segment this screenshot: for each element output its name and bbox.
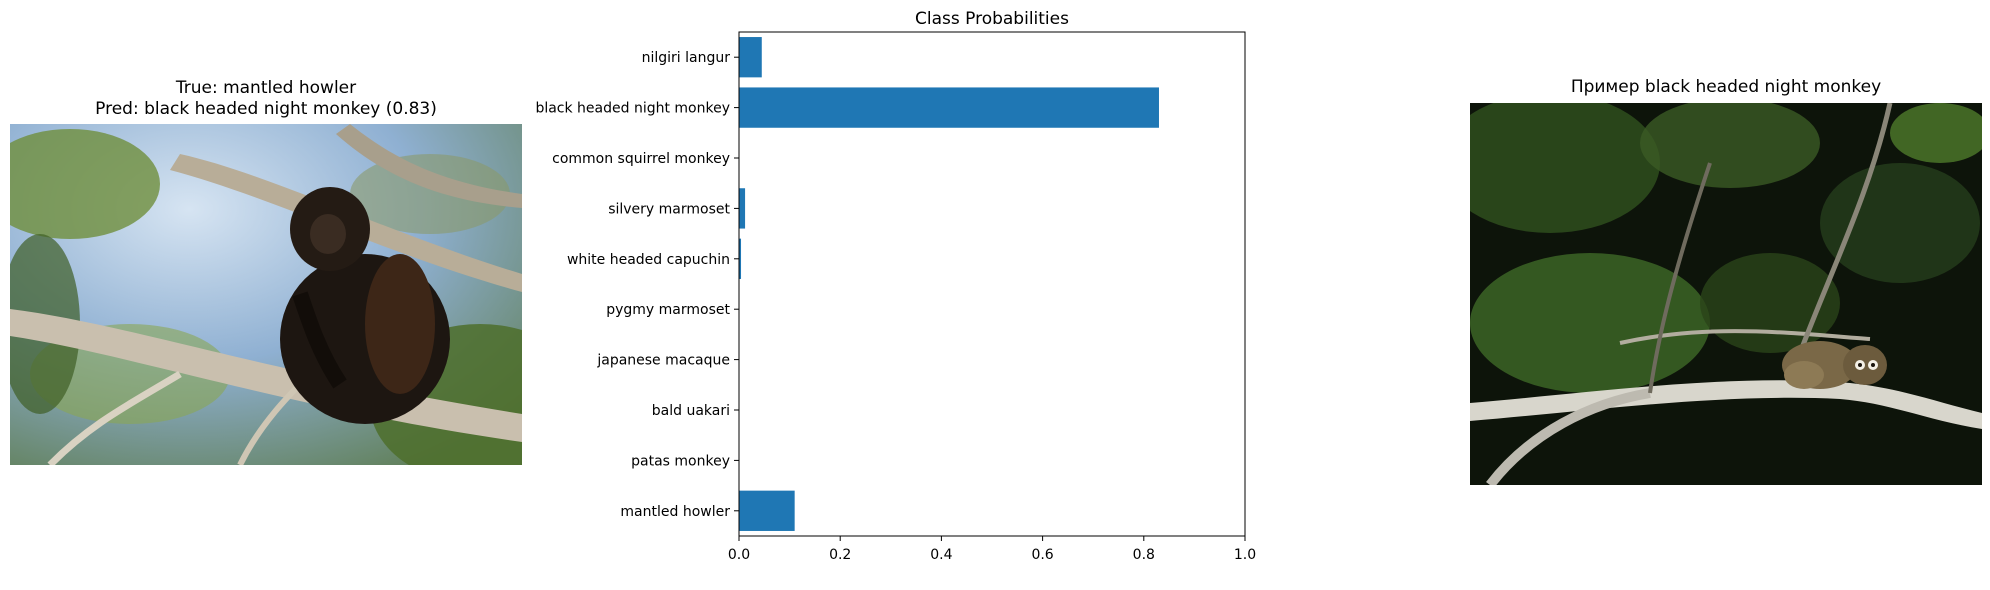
bar-mantled-howler (739, 490, 795, 531)
y-tick-label: silvery marmoset (608, 201, 730, 217)
bars-layer (739, 37, 1159, 531)
bar-nilgiri-langur (739, 37, 762, 78)
y-tick-label: common squirrel monkey (552, 151, 730, 167)
bar-black-headed-night-monkey (739, 87, 1159, 128)
y-tick-label: mantled howler (620, 504, 730, 520)
x-tick-label: 0.6 (1031, 547, 1053, 563)
x-tick-label: 0.2 (829, 547, 851, 563)
x-axis: 0.0 0.2 0.4 0.6 0.8 1.0 (728, 536, 1256, 563)
predicted-label: Pred: black headed night monkey (0.83) (95, 99, 437, 119)
x-tick-label: 0.4 (930, 547, 952, 563)
x-tick-label: 0.0 (728, 547, 750, 563)
mantled-howler-photo (10, 124, 522, 465)
mantled-howler-photo-drawing (10, 124, 522, 465)
left-image-title: True: mantled howler Pred: black headed … (10, 78, 522, 120)
x-tick-label: 1.0 (1234, 547, 1256, 563)
night-monkey-photo-drawing (1470, 103, 1982, 485)
x-tick-label: 0.8 (1133, 547, 1155, 563)
y-tick-label: japanese macaque (596, 353, 730, 369)
night-monkey-photo (1470, 103, 1982, 485)
class-probabilities-chart: Class Probabilities mantled howler patas … (535, 9, 1256, 563)
bar-silvery-marmoset (739, 188, 746, 229)
y-tick-label: bald uakari (652, 403, 730, 419)
y-tick-label: nilgiri langur (642, 50, 731, 66)
example-image-title: Пример black headed night monkey (1570, 77, 1882, 97)
plot-frame (738, 31, 1246, 537)
y-tick-label: black headed night monkey (535, 101, 730, 117)
y-tick-label: white headed capuchin (567, 252, 730, 268)
y-tick-label: patas monkey (631, 453, 730, 469)
chart-title: Class Probabilities (915, 9, 1069, 29)
y-axis: mantled howler patas monkey bald uakari jap… (535, 50, 739, 520)
y-tick-label: pygmy marmoset (606, 302, 730, 318)
bar-white-headed-capuchin (739, 238, 742, 279)
true-label: True: mantled howler (175, 78, 357, 98)
